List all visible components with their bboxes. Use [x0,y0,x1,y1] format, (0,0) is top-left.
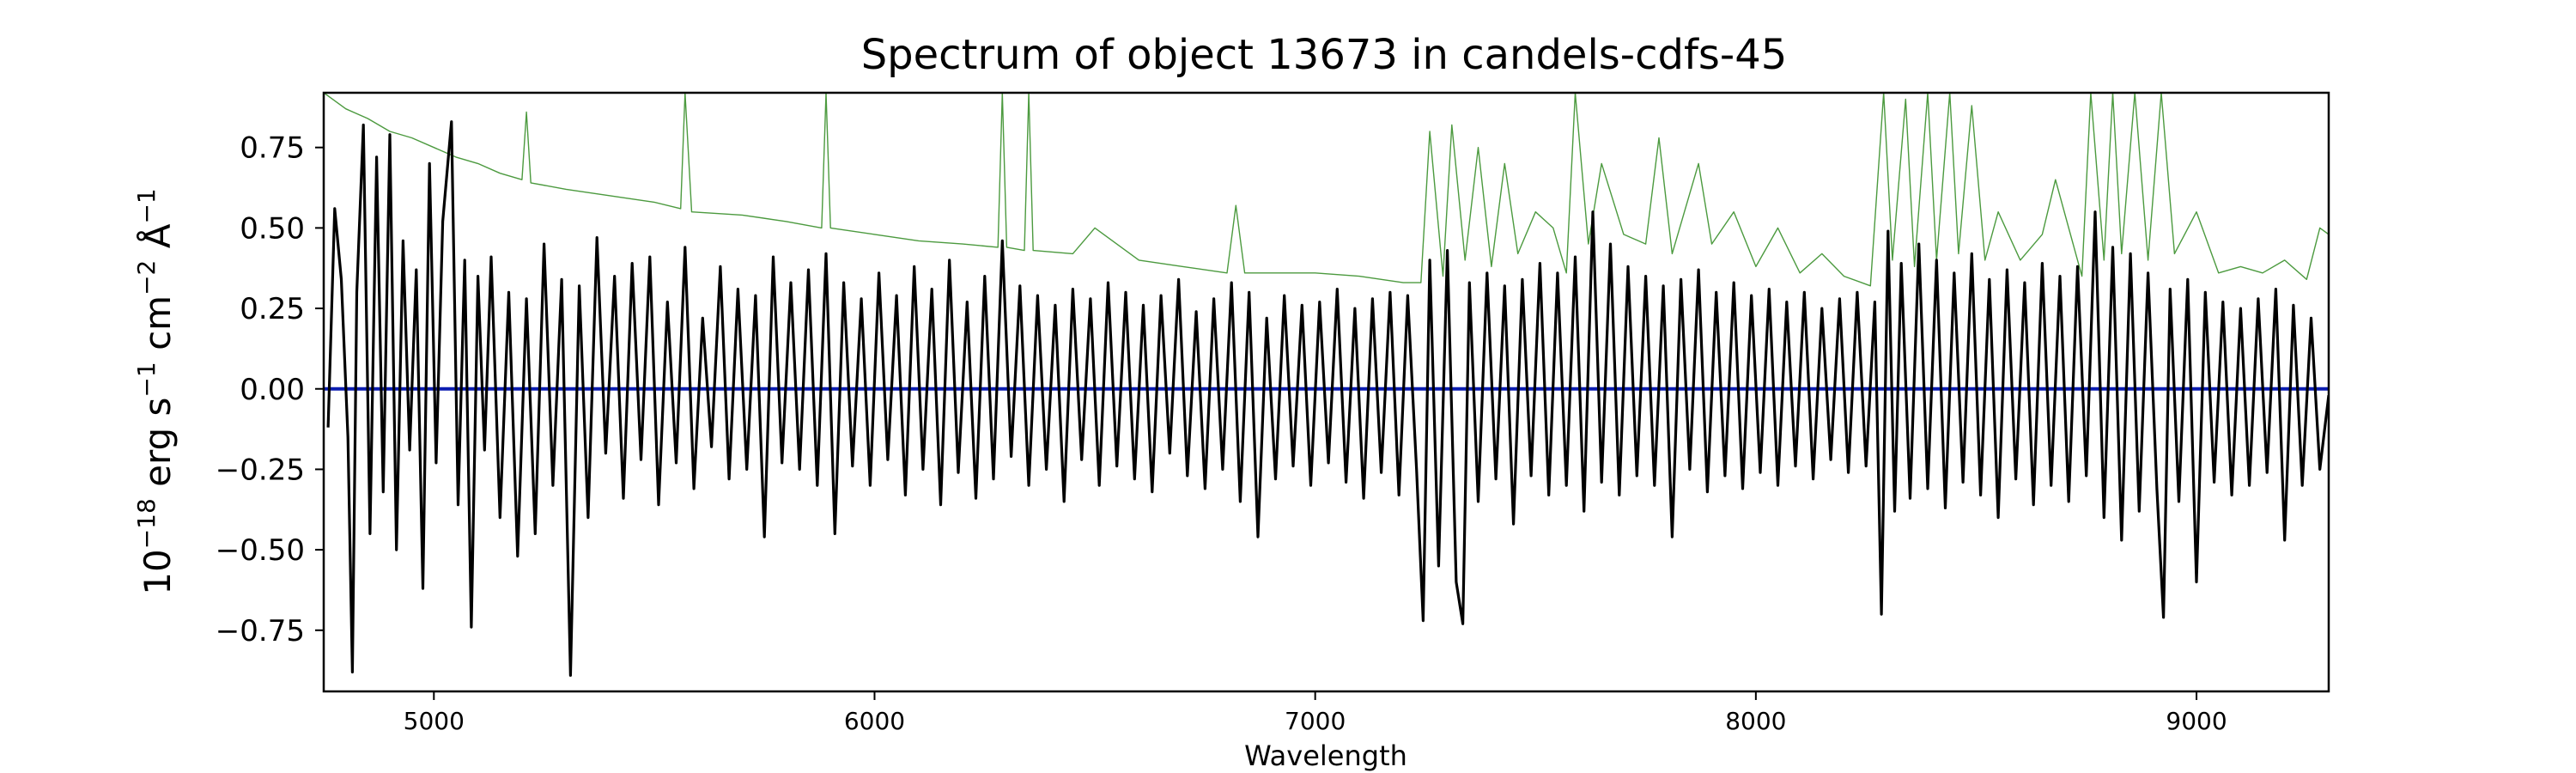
y-axis: −0.75 −0.50 −0.25 0.00 0.25 0.50 0.75 [216,131,324,648]
spectrum-flux-line [326,120,2329,677]
chart-title: Spectrum of object 13673 in candels-cdfs… [861,31,1788,79]
x-tick-label: 7000 [1285,707,1346,735]
plot-area-frame [322,91,2330,693]
y-label-exp2: −1 [132,362,161,397]
y-tick-label: 0.75 [240,131,305,166]
y-label-unit3: Å [136,223,179,259]
y-label-exp3: −2 [132,260,161,295]
y-label-exp4: −1 [132,188,161,223]
y-tick-label: 0.00 [240,373,305,407]
y-label-unit2: cm [137,295,179,362]
x-axis-label: Wavelength [1244,740,1407,772]
y-tick-label: −0.25 [216,453,305,487]
x-tick-label: 8000 [1725,707,1786,735]
x-tick-label: 6000 [844,707,905,735]
y-tick-label: 0.50 [240,211,305,246]
y-axis-label: 10−18 erg s−1 cm−2 Å−1 [132,188,179,594]
y-label-unit1: erg s [137,398,179,499]
y-tick-label: −0.75 [216,614,305,648]
model-spectrum-line [324,93,2329,287]
y-tick-label: 0.25 [240,292,305,326]
y-label-base: 10 [137,549,179,594]
x-axis: 5000 6000 7000 8000 9000 [404,691,2227,735]
y-tick-label: −0.50 [216,533,305,568]
y-label-exp1: −18 [132,498,161,549]
x-tick-label: 9000 [2166,707,2227,735]
x-tick-label: 5000 [404,707,465,735]
series-layer [324,93,2329,677]
